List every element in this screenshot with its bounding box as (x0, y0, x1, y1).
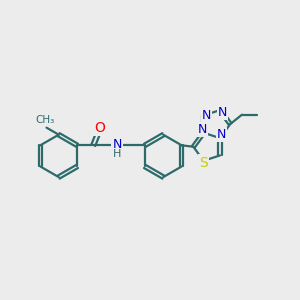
Text: N: N (112, 138, 122, 151)
Text: H: H (113, 148, 121, 158)
Text: N: N (218, 106, 227, 119)
Text: CH₃: CH₃ (35, 115, 55, 125)
Text: S: S (199, 155, 208, 170)
Text: N: N (202, 109, 211, 122)
Text: O: O (94, 121, 105, 135)
Text: N: N (217, 128, 226, 141)
Text: N: N (198, 123, 207, 136)
